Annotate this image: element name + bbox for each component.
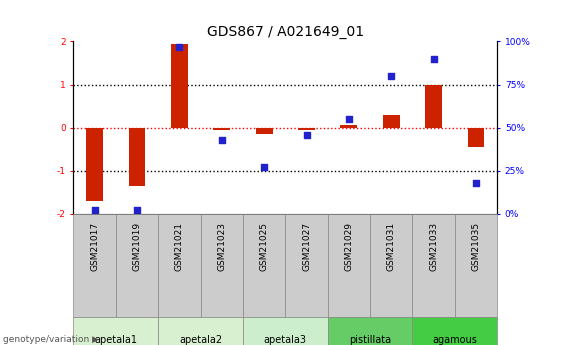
Text: GSM21031: GSM21031 [387,222,396,271]
Text: GSM21023: GSM21023 [218,222,226,271]
Text: agamous: agamous [432,335,477,345]
Point [259,165,269,170]
Text: GSM21035: GSM21035 [472,222,480,271]
Bar [171,43,188,128]
Bar [214,128,231,130]
Bar [243,214,285,317]
Title: GDS867 / A021649_01: GDS867 / A021649_01 [207,25,364,39]
Point [302,132,311,137]
Bar [468,128,485,147]
Bar [201,214,243,317]
Bar [158,214,201,317]
Bar [425,85,442,128]
Point [386,73,396,79]
Bar [158,317,243,345]
Bar [328,214,370,317]
Text: GSM21021: GSM21021 [175,222,184,271]
Text: genotype/variation ▶: genotype/variation ▶ [3,335,99,344]
Bar [298,128,315,130]
Bar [255,128,273,134]
Point [90,208,99,213]
Point [471,180,480,186]
Point [132,208,141,213]
Text: GSM21019: GSM21019 [133,222,141,271]
Bar [412,214,455,317]
Bar [73,317,158,345]
Text: GSM21033: GSM21033 [429,222,438,271]
Text: GSM21017: GSM21017 [90,222,99,271]
Bar [116,214,158,317]
Bar [455,214,497,317]
Text: GSM21027: GSM21027 [302,222,311,271]
Text: apetala3: apetala3 [264,335,307,345]
Point [429,56,438,61]
Bar [383,115,399,128]
Text: apetala2: apetala2 [179,335,222,345]
Point [344,116,354,122]
Text: GSM21025: GSM21025 [260,222,268,271]
Text: apetala1: apetala1 [94,335,137,345]
Bar [328,317,412,345]
Bar [73,214,116,317]
Text: pistillata: pistillata [349,335,391,345]
Bar [340,126,358,128]
Point [217,137,226,142]
Point [175,44,184,49]
Bar [285,214,328,317]
Bar [243,317,328,345]
Text: GSM21029: GSM21029 [345,222,353,271]
Bar [128,128,145,186]
Bar [412,317,497,345]
Bar [86,128,103,201]
Bar [370,214,412,317]
